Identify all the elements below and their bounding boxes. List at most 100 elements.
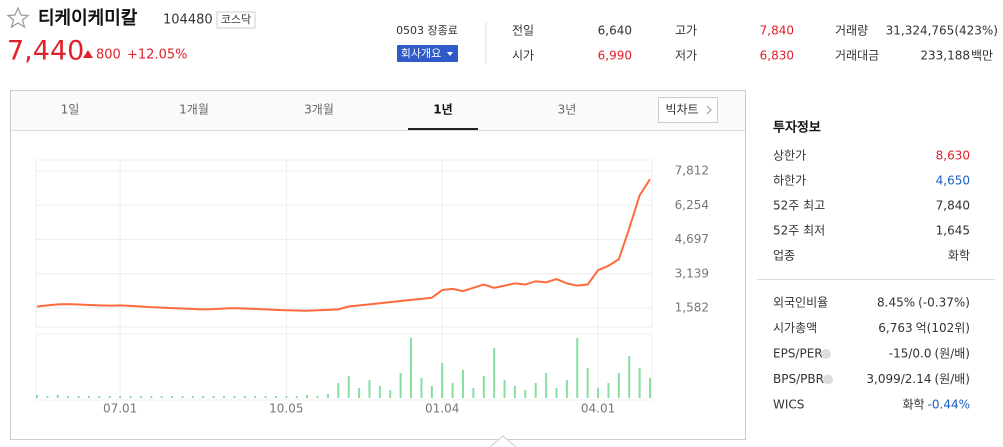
tab[interactable]: 1개월 [179, 103, 209, 117]
volume-bar [46, 396, 49, 398]
volume-bar [264, 396, 267, 398]
info-panel [757, 100, 996, 440]
volume-bar [108, 396, 111, 398]
y-tick-label: 3,139 [675, 266, 709, 280]
help-icon[interactable] [823, 374, 833, 385]
change: 800 [96, 48, 121, 63]
volume-bar [493, 348, 496, 398]
info-value: -15/0.0 [889, 347, 932, 361]
volume-frame [35, 333, 653, 401]
company-button-label: 회사개요 [401, 47, 441, 60]
volume-bar [461, 370, 464, 398]
tab[interactable]: 3년 [558, 103, 577, 117]
volume-bar [503, 380, 506, 398]
volume-bar [139, 396, 142, 398]
chart-panel [10, 90, 746, 440]
volume-bar [638, 368, 641, 398]
market-status: 0503 장종료 [396, 24, 458, 37]
volume-bar [285, 396, 288, 398]
x-tick-label: 04.01 [581, 402, 615, 416]
bigchart-label: 빅차트 [665, 103, 698, 117]
info-value: 1,645 [936, 224, 970, 238]
quote-table: 전일 6,640 고가 7,840 거래량 31,324,765(423%) 시… [512, 24, 998, 63]
help-icon[interactable] [821, 349, 831, 359]
info-label: 외국인비율 [773, 296, 828, 310]
volume-bar [399, 373, 402, 398]
tab[interactable]: 3개월 [304, 103, 334, 117]
volume-bar [607, 383, 610, 398]
up-arrow [83, 50, 93, 58]
info-extra: (원/배) [935, 372, 971, 386]
volume-bar [649, 378, 651, 398]
quote-value: 6,640 [598, 24, 632, 38]
chevron [706, 105, 712, 115]
quote-unit: 백만 [971, 49, 993, 63]
volume-bar [617, 373, 620, 398]
collapse-notch[interactable] [489, 435, 517, 447]
quote-label: 거래대금 [835, 49, 879, 63]
info-label: 업종 [773, 249, 795, 263]
volume-bar [36, 395, 38, 398]
quote-value: 31,324,765(423%) [886, 24, 998, 38]
volume-bar [326, 394, 329, 398]
quote-value: 7,840 [760, 24, 794, 38]
volume-bar [233, 396, 236, 398]
market-badge [216, 11, 256, 29]
quote-value: 233,188 [920, 49, 970, 63]
bigchart-button[interactable] [658, 97, 718, 123]
volume-bar [119, 396, 122, 398]
volume-bar [316, 396, 319, 398]
x-tick-label: 07.01 [103, 402, 137, 416]
volume-bar [420, 378, 423, 398]
info-label: EPS/PER [773, 347, 823, 361]
y-tick-label: 1,582 [675, 301, 709, 315]
info-label: 시가총액 [773, 321, 817, 335]
volume-bar [555, 388, 558, 398]
tab[interactable]: 1일 [61, 103, 80, 117]
volume-bar [337, 383, 340, 398]
volume-bar [524, 390, 527, 398]
volume-bar [628, 356, 631, 398]
volume-bar [160, 396, 163, 398]
favorite-star[interactable] [6, 6, 30, 29]
change-rate: +12.05% [127, 48, 187, 63]
volume-bar [389, 390, 392, 398]
volume-bar [358, 388, 361, 398]
volume-bar [347, 376, 350, 398]
info-label: 52주 최저 [773, 224, 825, 238]
volume-bar [295, 396, 298, 398]
volume-bar [482, 376, 485, 398]
info-extra: (-0.37%) [918, 296, 970, 310]
volume-bar [56, 395, 59, 398]
tab-bar [11, 91, 745, 130]
volume-bar [212, 396, 215, 398]
volume-bar [451, 383, 454, 398]
volume-bar [441, 363, 444, 398]
x-tick-label: 10.05 [269, 402, 303, 416]
volume-bar [545, 373, 548, 398]
info-value: 8.45% [877, 296, 915, 310]
volume-bar [171, 396, 174, 398]
volume-bar [67, 396, 70, 398]
volume-bar [597, 388, 600, 398]
quote-value: 6,830 [760, 49, 794, 63]
company-button[interactable] [397, 45, 458, 62]
info-label: WICS [773, 398, 804, 412]
info-value: 7,840 [936, 199, 970, 213]
volume-bar [202, 396, 205, 398]
volume-bar [87, 396, 90, 398]
info-value: 8,630 [936, 149, 970, 163]
info-label: 하한가 [773, 174, 806, 188]
quote-label: 시가 [512, 49, 534, 63]
volume-bar [430, 386, 433, 398]
tab[interactable]: 1년 [433, 103, 452, 117]
volume-bar [410, 338, 413, 398]
quote-label: 저가 [675, 49, 697, 63]
info-value: 3,099/2.14 [866, 372, 931, 386]
info-extra: (원/배) [935, 347, 971, 361]
info-label: BPS/PBR [773, 372, 824, 386]
dropdown-caret [447, 52, 453, 56]
info-value: 4,650 [936, 174, 970, 188]
volume-bar [368, 380, 371, 398]
